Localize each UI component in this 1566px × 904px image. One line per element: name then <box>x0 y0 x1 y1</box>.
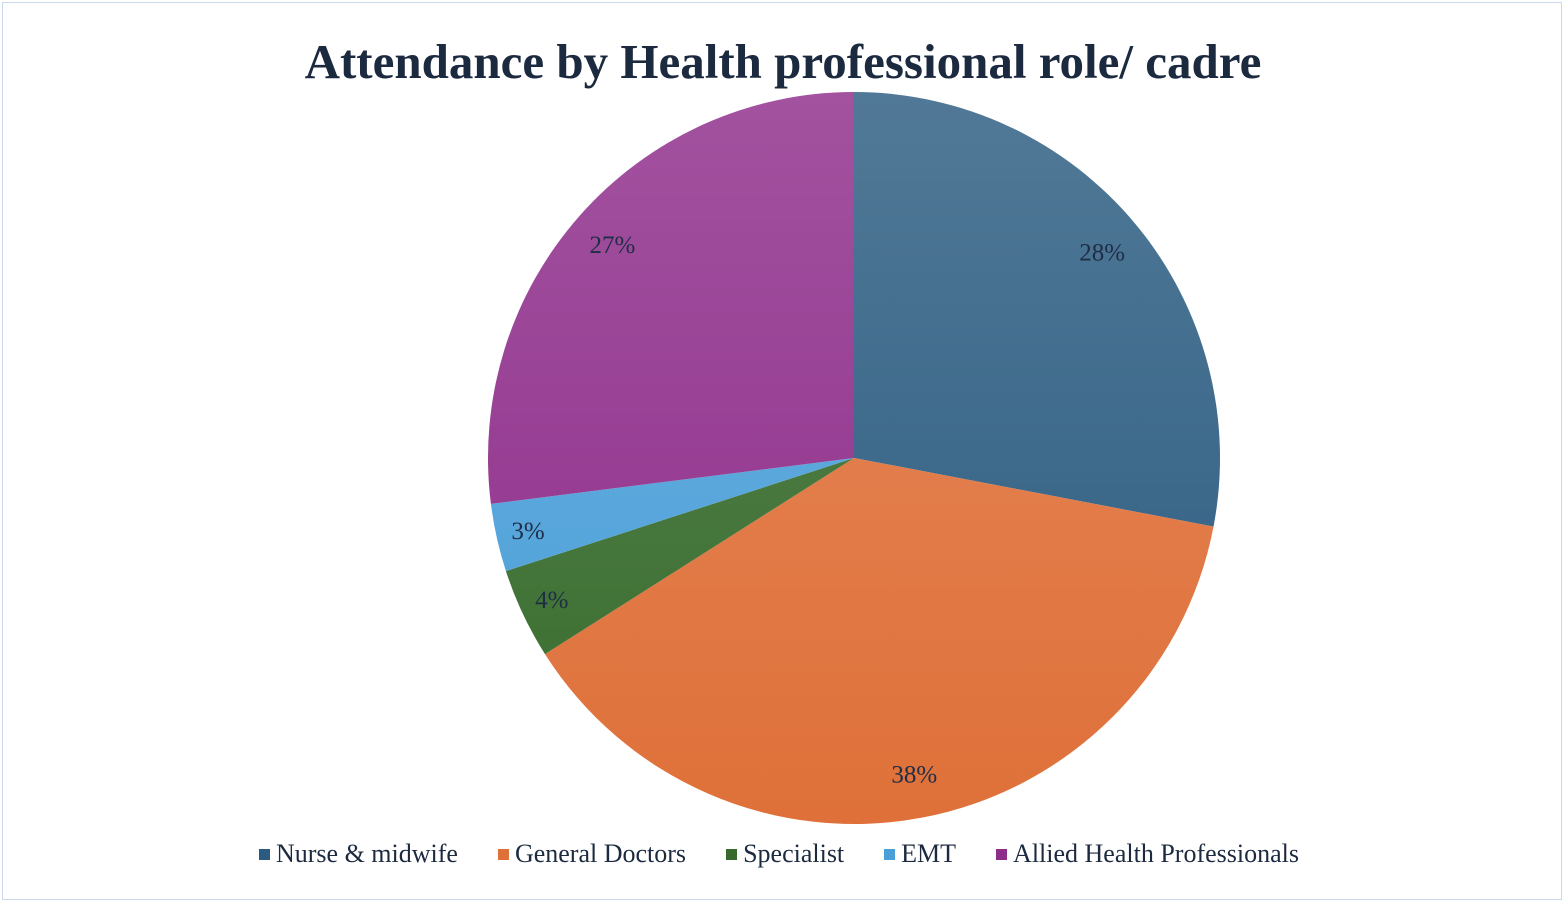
legend-label: Allied Health Professionals <box>1013 839 1299 868</box>
pie-slice-general-doctors <box>544 458 1214 824</box>
data-label: 27% <box>590 232 636 259</box>
data-label: 38% <box>891 761 937 788</box>
legend-label: General Doctors <box>514 839 687 868</box>
legend-swatch <box>258 848 270 860</box>
legend-item: Nurse & midwife <box>258 839 458 869</box>
legend-label: EMT <box>901 839 957 868</box>
legend-swatch <box>884 848 896 860</box>
pie-slice-specialist <box>505 458 854 655</box>
legend-item: Specialist <box>726 839 844 869</box>
legend-item: General Doctors <box>497 839 687 869</box>
pie-slice-emt <box>490 458 854 572</box>
legend-item: EMT <box>884 839 956 869</box>
legend-label: Specialist <box>743 839 845 868</box>
data-label: 4% <box>535 587 568 614</box>
data-label: 3% <box>511 518 544 545</box>
legend-swatch <box>497 848 509 860</box>
legend-item: Allied Health Professionals <box>996 839 1299 869</box>
data-label: 28% <box>1079 240 1125 267</box>
pie-chart: 28% 38% 4% 3% 27% <box>488 92 1220 824</box>
chart-title: Attendance by Health professional role/ … <box>304 34 1262 89</box>
pie-slice-nurse-midwife <box>854 92 1220 527</box>
pie-slice-allied-health-professionals <box>488 92 854 504</box>
legend-swatch <box>726 848 738 860</box>
legend-swatch <box>996 848 1008 860</box>
legend-label: Nurse & midwife <box>275 839 458 868</box>
legend: Nurse & midwife General Doctors Specialist… <box>3 839 1559 869</box>
